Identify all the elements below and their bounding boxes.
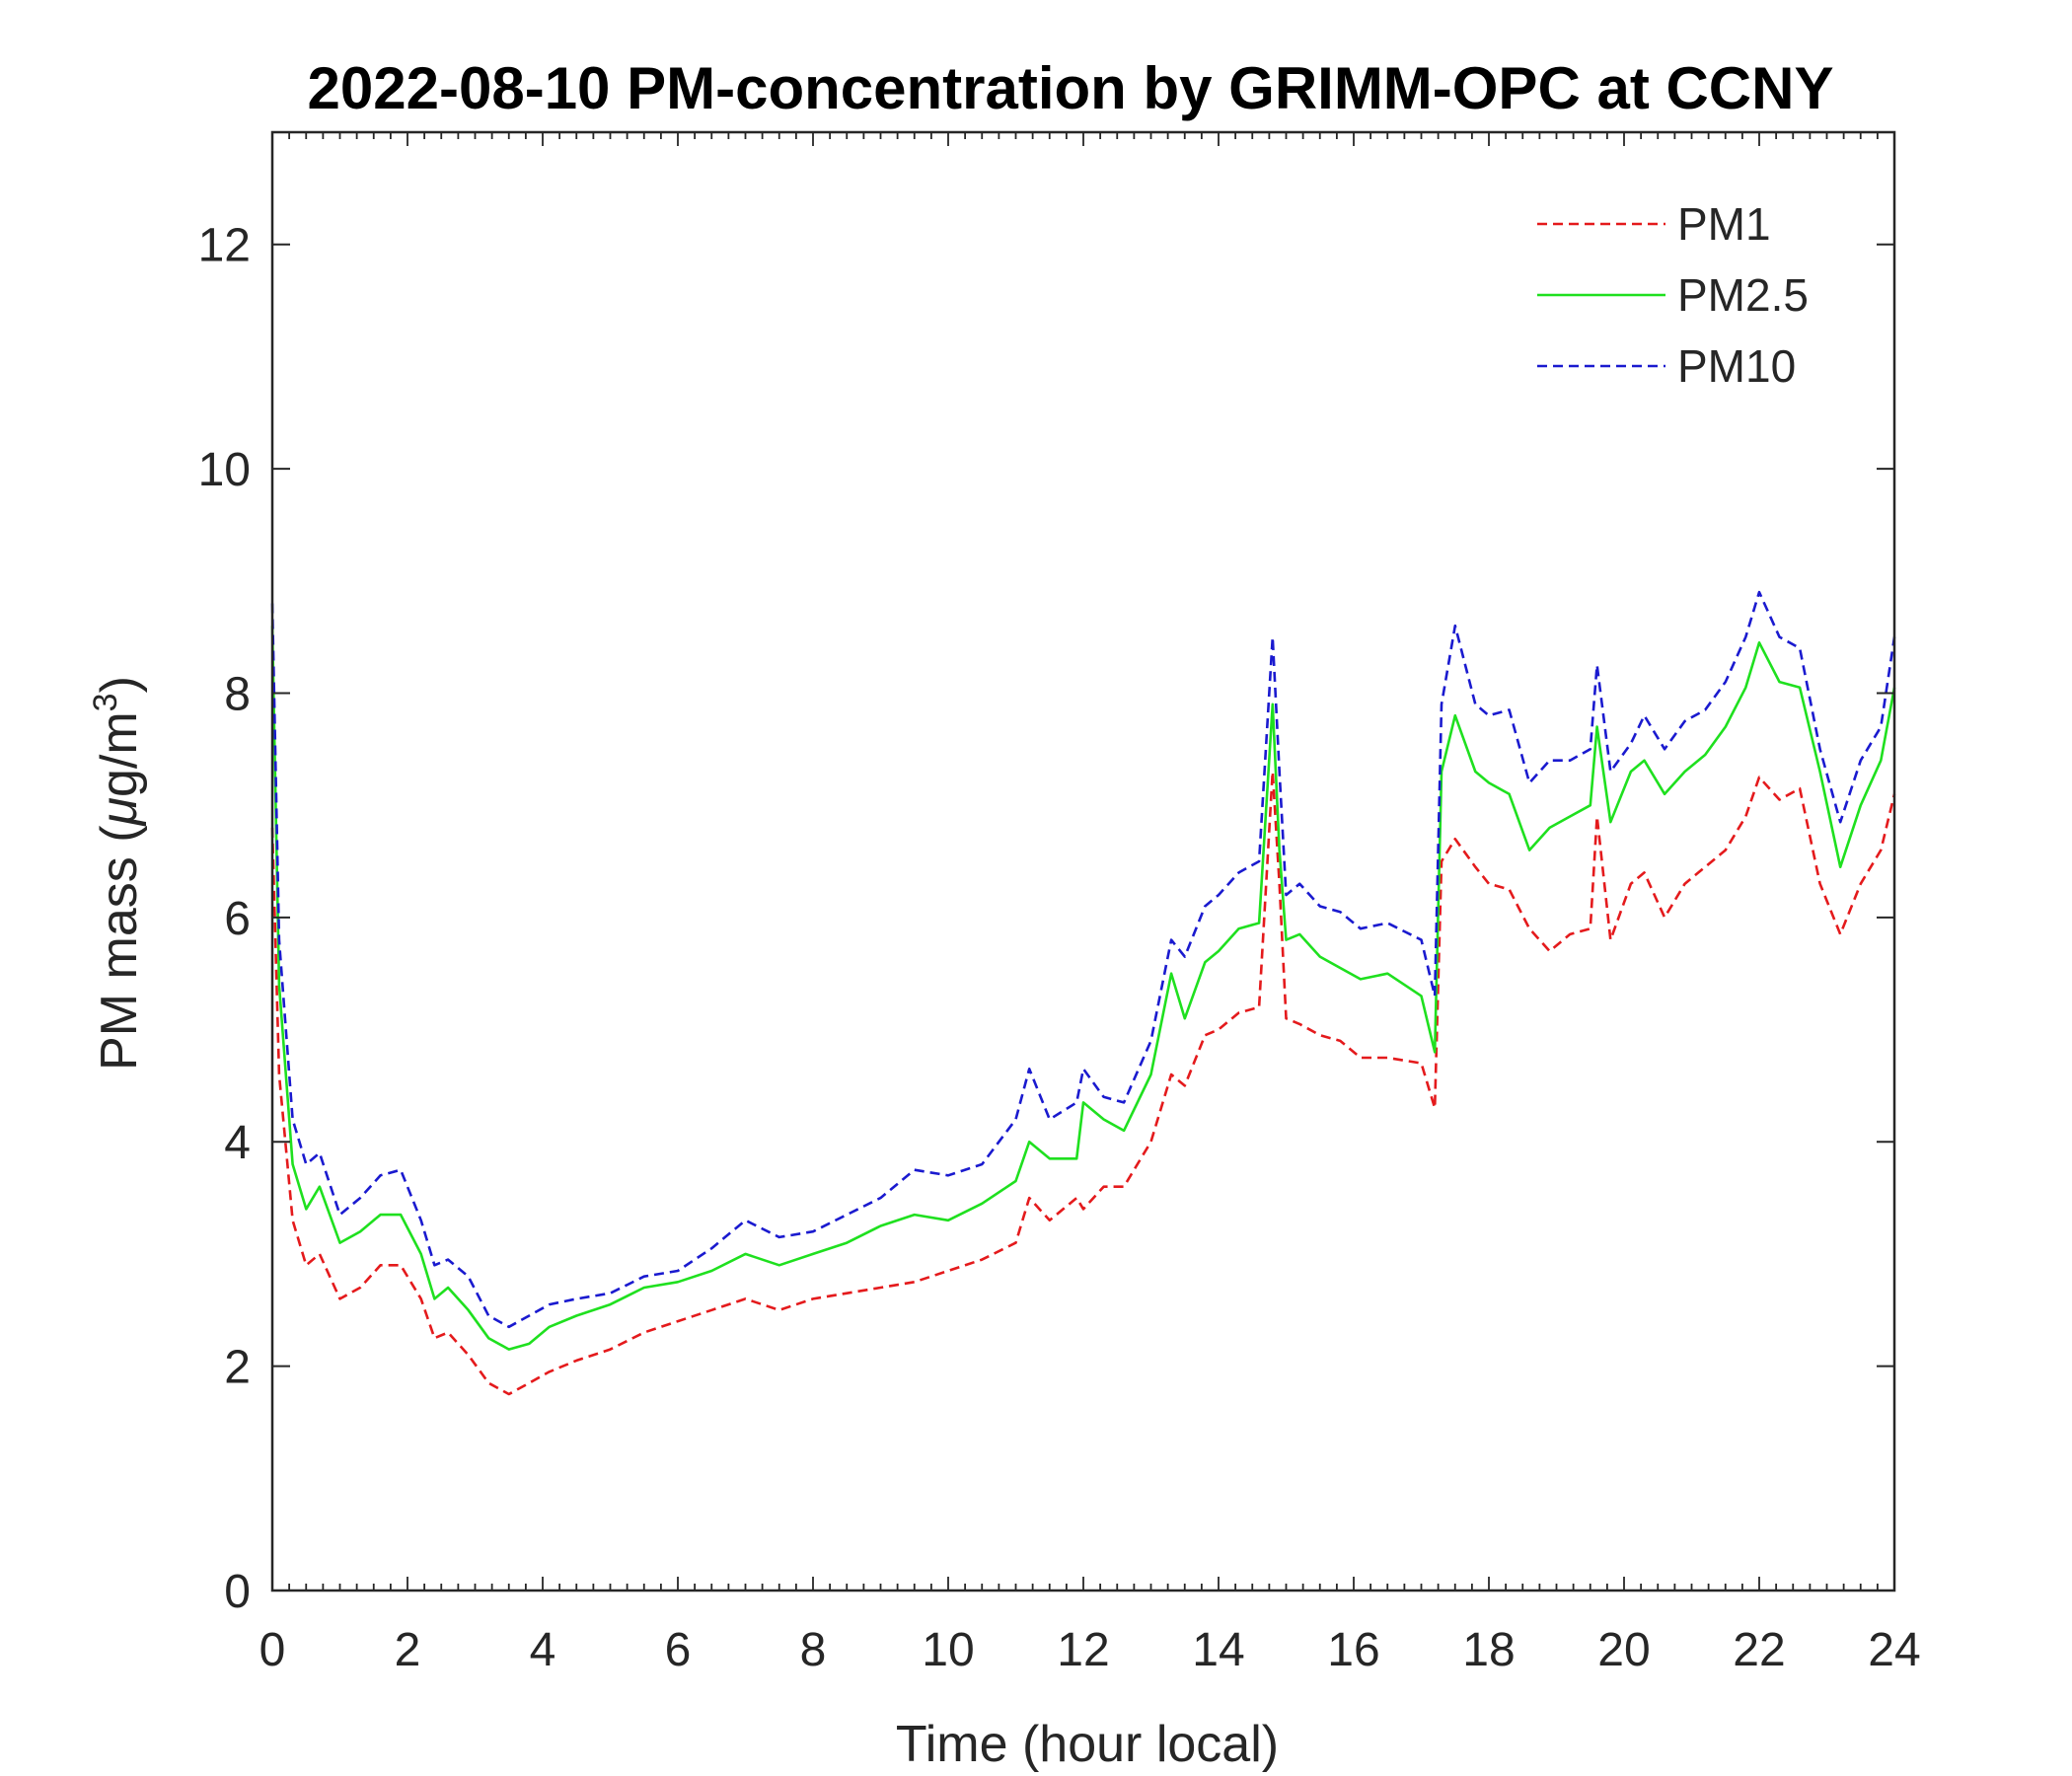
x-tick-label: 6 [665, 1624, 692, 1676]
y-label-suffix: ) [91, 676, 148, 693]
x-tick-label: 12 [1057, 1624, 1109, 1676]
legend: PM1 PM2.5 PM10 [1537, 198, 1809, 392]
plot-area [270, 590, 1896, 1396]
x-tick-label: 14 [1192, 1624, 1244, 1676]
x-tick-label: 24 [1868, 1624, 1920, 1676]
x-axis-label: Time (hour local) [896, 1716, 1279, 1773]
series-line-pm1 [270, 770, 1896, 1396]
x-tick-label: 8 [800, 1624, 827, 1676]
x-tick-label: 2 [395, 1624, 421, 1676]
x-tick-label: 16 [1327, 1624, 1379, 1676]
x-tick-label: 18 [1462, 1624, 1515, 1676]
y-tick-label: 12 [198, 220, 251, 272]
x-tick-label: 10 [922, 1624, 974, 1676]
y-axis-label: PM mass (μg/m3) [87, 676, 148, 1071]
y-tick-label: 0 [224, 1566, 251, 1618]
legend-label: PM10 [1677, 340, 1796, 392]
x-tick-label: 4 [530, 1624, 556, 1676]
y-tick-label: 4 [224, 1117, 251, 1169]
x-tick-label: 20 [1597, 1624, 1650, 1676]
x-tick-label: 22 [1733, 1624, 1785, 1676]
legend-label: PM2.5 [1677, 269, 1809, 321]
y-label-mu: μ [91, 797, 148, 828]
x-tick-label: 0 [259, 1624, 286, 1676]
series-line-pm10 [270, 590, 1896, 1329]
y-label-prefix: PM mass ( [91, 825, 148, 1071]
y-tick-label: 8 [224, 668, 251, 720]
y-axis-label-text: PM mass (μg/m3) [87, 676, 148, 1071]
y-tick-label: 6 [224, 893, 251, 945]
legend-label: PM1 [1677, 198, 1771, 250]
series-line-pm2-5 [270, 626, 1896, 1351]
y-label-exponent: 3 [87, 693, 124, 711]
chart-title: 2022-08-10 PM-concentration by GRIMM-OPC… [308, 55, 1834, 121]
y-label-unit: g/m [91, 711, 148, 797]
y-tick-label: 2 [224, 1342, 251, 1394]
y-tick-label: 10 [198, 444, 251, 496]
